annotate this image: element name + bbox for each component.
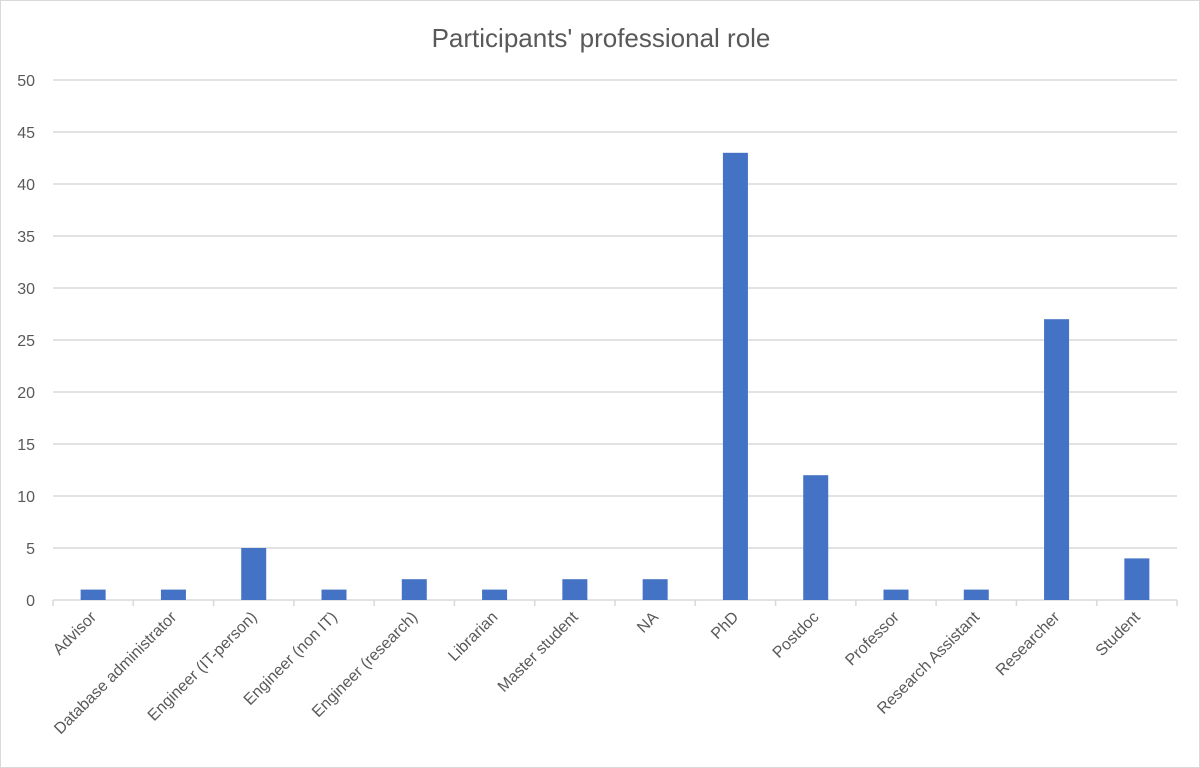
y-tick-label: 35	[17, 229, 35, 246]
chart-title: Participants' professional role	[432, 23, 771, 53]
y-tick-label: 40	[17, 177, 35, 194]
bar	[401, 579, 427, 600]
y-tick-label: 50	[17, 73, 35, 90]
y-tick-label: 5	[26, 541, 35, 558]
bar	[803, 475, 829, 600]
y-tick-label: 15	[17, 437, 35, 454]
bar	[642, 579, 668, 600]
bar	[562, 579, 588, 600]
y-tick-label: 25	[17, 333, 35, 350]
x-axis-tick-marks	[52, 600, 1178, 606]
x-tick-label: Master student	[495, 608, 582, 695]
bar	[1044, 319, 1070, 600]
bars	[80, 152, 1150, 601]
x-tick-label: Postdoc	[770, 609, 823, 662]
x-tick-label: NA	[634, 609, 662, 637]
bar	[722, 152, 748, 601]
bar	[80, 589, 106, 600]
x-tick-label: Librarian	[445, 609, 501, 665]
bar	[160, 589, 186, 600]
bar	[482, 589, 508, 600]
gridlines	[53, 79, 1177, 601]
bar	[241, 548, 267, 600]
bar	[321, 589, 347, 600]
bar	[963, 589, 989, 600]
x-tick-label: Student	[1093, 608, 1144, 659]
y-tick-label: 0	[26, 593, 35, 610]
x-tick-label: Researcher	[993, 608, 1064, 679]
bar	[883, 589, 909, 600]
y-tick-label: 45	[17, 125, 35, 142]
x-tick-label: PhD	[708, 609, 742, 643]
y-axis-tick-labels: 0 5 10 15 20 25 30 35 40 45 50	[17, 73, 35, 610]
x-tick-label: Professor	[842, 608, 903, 669]
x-tick-label: Advisor	[50, 608, 100, 658]
y-tick-label: 30	[17, 281, 35, 298]
y-tick-label: 10	[17, 489, 35, 506]
y-tick-label: 20	[17, 385, 35, 402]
bar	[1124, 558, 1150, 600]
